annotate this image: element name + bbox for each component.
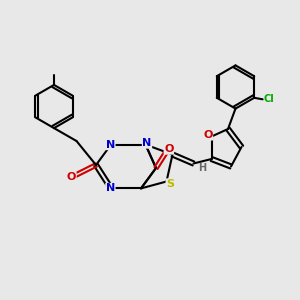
Text: N: N xyxy=(142,138,152,148)
Text: N: N xyxy=(106,140,115,150)
Text: Cl: Cl xyxy=(264,94,274,104)
Text: N: N xyxy=(106,183,115,194)
Text: O: O xyxy=(67,172,76,182)
Text: S: S xyxy=(166,179,174,189)
Text: O: O xyxy=(164,144,174,154)
Text: O: O xyxy=(203,130,213,140)
Text: H: H xyxy=(198,163,207,173)
